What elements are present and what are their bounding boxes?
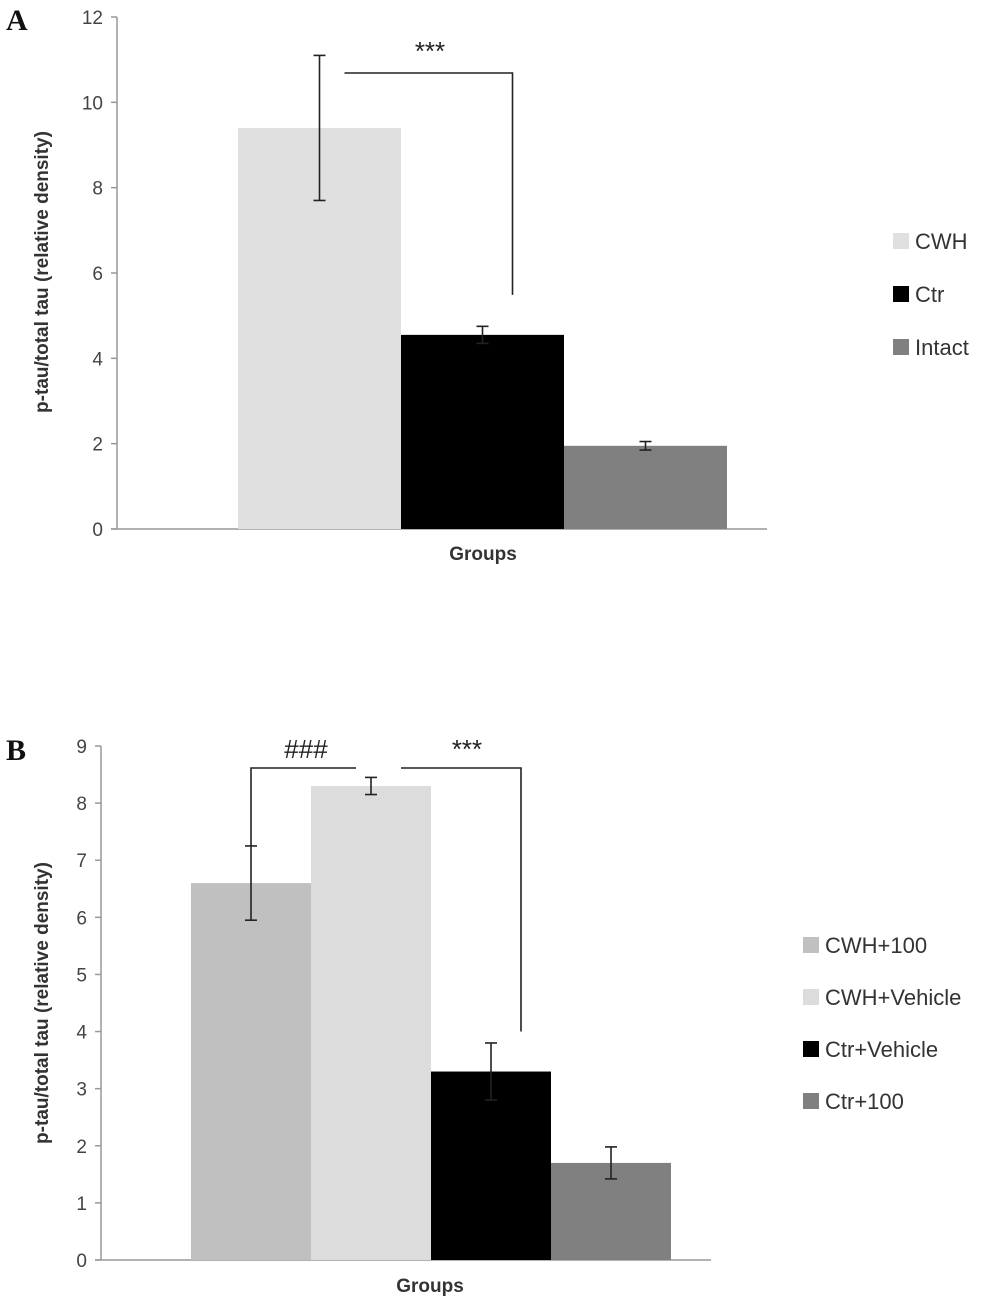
significance-bracket: ### bbox=[250, 734, 356, 846]
y-tick-label: 4 bbox=[76, 1023, 87, 1044]
bracket-line bbox=[344, 72, 514, 295]
y-tick-label: 8 bbox=[76, 794, 87, 815]
legend-swatch bbox=[803, 1041, 819, 1057]
y-tick-label: 10 bbox=[82, 93, 103, 114]
chart-panel-b: B p-tau/total tau (relative density) Gro… bbox=[6, 734, 961, 1297]
significance-label: *** bbox=[415, 36, 445, 66]
panel-b-bars bbox=[191, 785, 671, 1260]
significance-bracket: *** bbox=[344, 36, 514, 295]
legend-item: CWH+100 bbox=[803, 933, 927, 958]
legend-swatch bbox=[803, 1093, 819, 1109]
y-tick-label: 6 bbox=[76, 908, 87, 929]
y-tick-label: 2 bbox=[92, 435, 103, 456]
bar-ctr bbox=[401, 334, 564, 529]
panel-b-xlabel: Groups bbox=[396, 1276, 464, 1297]
error-bar bbox=[365, 776, 377, 796]
legend-item: Intact bbox=[893, 335, 969, 360]
legend-swatch bbox=[893, 339, 909, 355]
y-tick-label: 5 bbox=[76, 965, 87, 986]
significance-label: *** bbox=[452, 734, 482, 764]
legend-swatch bbox=[803, 989, 819, 1005]
legend-item: CWH+Vehicle bbox=[803, 985, 961, 1010]
panel-a-annotations: *** bbox=[344, 36, 514, 295]
panel-a-axes: 0 2 4 6 8 10 12 bbox=[82, 8, 767, 541]
error-bar bbox=[639, 440, 652, 451]
legend-label: Intact bbox=[915, 335, 969, 360]
y-tick-label: 1 bbox=[76, 1194, 87, 1215]
significance-bracket: *** bbox=[401, 734, 522, 1032]
legend-swatch bbox=[893, 233, 909, 249]
bar-cwh-vehicle bbox=[311, 785, 431, 1260]
legend-swatch bbox=[803, 937, 819, 953]
bar-cwh-100 bbox=[191, 883, 311, 1260]
bracket-line bbox=[401, 767, 522, 1032]
panel-b-annotations: ### *** bbox=[250, 734, 522, 1032]
y-tick-label: 6 bbox=[92, 264, 103, 285]
legend-item: Ctr bbox=[893, 282, 944, 307]
y-tick-label: 7 bbox=[76, 851, 87, 872]
panel-b-ylabel: p-tau/total tau (relative density) bbox=[32, 862, 53, 1144]
legend-item: CWH bbox=[893, 229, 968, 254]
legend-label: CWH bbox=[915, 229, 968, 254]
y-tick-label: 2 bbox=[76, 1137, 87, 1158]
error-bar bbox=[313, 54, 326, 202]
panel-a-letter: A bbox=[6, 4, 28, 37]
y-tick-label: 0 bbox=[76, 1251, 87, 1272]
panel-a-bars bbox=[238, 127, 727, 529]
y-tick-label: 9 bbox=[76, 737, 87, 758]
panel-a-legend: CWH Ctr Intact bbox=[893, 229, 969, 360]
legend-item: Ctr+Vehicle bbox=[803, 1037, 938, 1062]
panel-a-error-bars bbox=[313, 54, 652, 451]
bracket-line bbox=[250, 767, 356, 846]
error-bar bbox=[485, 1042, 497, 1101]
legend-swatch bbox=[893, 286, 909, 302]
panel-a-xlabel: Groups bbox=[449, 544, 517, 565]
panel-b-error-bars bbox=[245, 776, 617, 1180]
panel-b-letter: B bbox=[6, 734, 26, 767]
bar-ctr-vehicle bbox=[431, 1071, 551, 1260]
legend-label: Ctr bbox=[915, 282, 944, 307]
y-tick-label: 8 bbox=[92, 179, 103, 200]
error-bar bbox=[605, 1146, 617, 1180]
legend-label: CWH+100 bbox=[825, 933, 927, 958]
legend-label: Ctr+Vehicle bbox=[825, 1037, 938, 1062]
chart-panel-a: A p-tau/total tau (relative density) Gro… bbox=[6, 4, 969, 565]
significance-label: ### bbox=[284, 734, 328, 764]
y-tick-label: 0 bbox=[92, 520, 103, 541]
legend-label: Ctr+100 bbox=[825, 1089, 904, 1114]
y-tick-label: 3 bbox=[76, 1080, 87, 1101]
error-bar bbox=[476, 325, 489, 345]
y-tick-label: 12 bbox=[82, 8, 103, 29]
legend-label: CWH+Vehicle bbox=[825, 985, 961, 1010]
bar-intact bbox=[564, 445, 727, 529]
legend-item: Ctr+100 bbox=[803, 1089, 904, 1114]
panel-b-legend: CWH+100 CWH+Vehicle Ctr+Vehicle Ctr+100 bbox=[803, 933, 961, 1114]
panel-a-ylabel: p-tau/total tau (relative density) bbox=[32, 131, 53, 413]
y-tick-label: 4 bbox=[92, 349, 103, 370]
